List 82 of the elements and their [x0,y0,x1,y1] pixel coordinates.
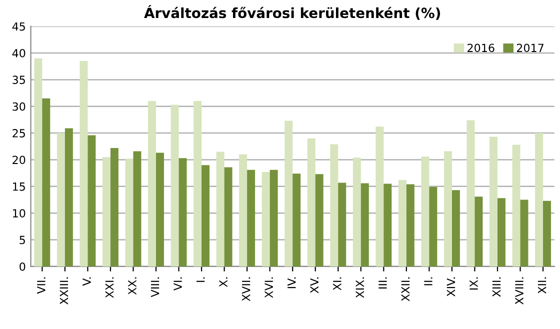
bar [247,170,256,266]
y-tick-label: 30 [12,102,26,111]
bar [421,156,430,266]
x-tick-label: V. [82,277,91,286]
bar [80,61,88,266]
y-tick-label: 20 [12,156,26,164]
bar [384,184,392,266]
bar [239,154,248,266]
bar [490,136,498,266]
x-tick-label: XXI. [105,277,114,298]
y-tick-label: 10 [13,209,26,218]
bar [170,104,179,266]
y-tick-label: 0 [20,262,26,271]
x-tick-label: VIII. [150,277,160,298]
chart-title: Árváltozás fővárosi kerületenként (%) [144,5,440,20]
bar [133,151,142,266]
x-tick-label: XV. [310,277,318,294]
bar [34,58,42,266]
x-tick-label: III. [378,277,387,288]
bar [338,182,346,266]
x-tick-label: XVII. [242,277,250,302]
x-tick-label: II. [424,277,432,286]
x-tick-label: IV. [288,277,296,288]
x-tick-label: IX. [470,277,478,290]
bar [224,167,232,266]
bar [88,135,96,266]
x-tick-label: X. [219,277,228,288]
bar [474,196,483,266]
bar [360,183,369,266]
bar [270,170,278,266]
bar [42,98,50,266]
x-tick-label: XXII. [401,277,410,302]
bar [156,152,164,266]
bar [292,174,301,266]
x-tick-label: VII. [37,277,46,294]
x-tick-label: XIX. [356,277,364,298]
bar [444,151,452,266]
bar [520,200,528,266]
bar [535,133,544,266]
bar [148,101,156,266]
bar [429,186,438,266]
bar [497,198,506,266]
x-tick-label: XVI. [264,277,273,298]
bar [262,172,270,266]
bar [202,165,210,266]
bar [125,158,134,266]
x-tick-label: I. [196,277,205,282]
bar [452,190,460,266]
bar [56,133,65,266]
bar [102,157,110,266]
x-tick-label: XI. [333,277,342,290]
bar [194,101,202,266]
x-tick-label: XIII. [492,277,501,297]
bar [64,128,73,266]
bar [307,138,316,266]
legend-label: 2017 [516,44,544,52]
bar [330,144,338,266]
x-tick-label: XIV. [446,277,456,296]
bar [512,144,520,266]
bar [376,126,384,266]
x-tick-label: XX. [128,277,136,295]
bar [398,180,406,266]
x-tick-label: XXIII. [60,277,68,304]
y-tick-label: 25 [12,129,25,138]
y-tick-label: 35 [12,76,25,84]
bar [543,200,551,266]
bar [315,174,324,266]
y-tick-label: 15 [13,182,25,191]
y-tick-label: 45 [12,22,25,31]
bar [352,158,361,266]
legend-label: 2016 [468,44,494,52]
bar [466,120,475,266]
y-tick-label: 5 [20,236,25,244]
y-tick-label: 40 [12,48,26,58]
bar [406,184,414,266]
x-tick-label: XII. [538,277,546,294]
bar [284,120,293,266]
bar [110,148,118,266]
x-tick-label: XVIII. [515,277,524,304]
x-tick-label: VI. [174,277,182,291]
bar [216,152,224,266]
bar [178,158,187,266]
